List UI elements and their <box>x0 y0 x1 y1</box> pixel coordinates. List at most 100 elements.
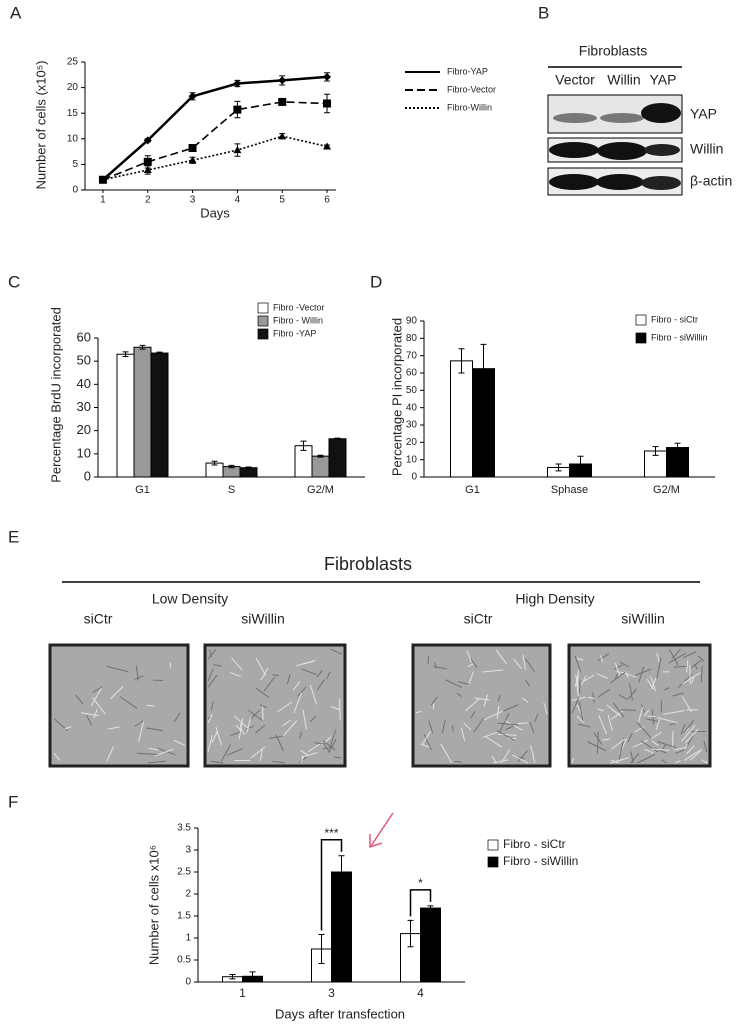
cell <box>503 719 523 731</box>
cell <box>493 759 509 764</box>
cell <box>92 686 103 693</box>
cell <box>310 715 317 722</box>
cell <box>467 663 474 668</box>
y-tick-label: 0 <box>411 472 417 483</box>
cell <box>592 692 595 703</box>
cell <box>207 668 214 682</box>
panel-label: F <box>8 792 18 811</box>
cell <box>596 732 599 754</box>
micrograph <box>567 643 712 768</box>
cell <box>576 657 584 661</box>
cell <box>106 746 114 762</box>
cell <box>445 679 463 689</box>
cell <box>689 750 701 761</box>
cell <box>597 653 610 661</box>
cell <box>685 660 689 673</box>
cell <box>250 746 266 759</box>
cell <box>174 712 181 722</box>
bar <box>450 360 473 478</box>
row-label: Willin <box>690 141 723 157</box>
x-tick-label: 3 <box>190 195 196 206</box>
y-axis-title: Percentage PI incorporated <box>389 318 404 476</box>
cell <box>301 668 317 676</box>
y-tick-label: 90 <box>406 316 418 327</box>
cell <box>663 709 685 715</box>
bar <box>116 353 135 478</box>
error-bar <box>300 440 307 451</box>
cell <box>255 657 267 676</box>
cell <box>630 752 640 764</box>
cell <box>272 760 285 764</box>
cell <box>211 730 219 743</box>
cell <box>499 712 510 732</box>
cell <box>614 662 621 677</box>
y-tick-label: 0 <box>84 468 91 483</box>
cell <box>93 708 98 719</box>
cell <box>606 704 622 717</box>
band <box>641 103 681 123</box>
cell <box>577 723 591 728</box>
y-tick-label: 25 <box>67 57 79 68</box>
cell <box>587 741 607 752</box>
y-tick-label: 3 <box>185 845 191 856</box>
cell <box>675 760 681 764</box>
marker <box>323 99 332 108</box>
panel-label: A <box>10 3 22 22</box>
cell <box>697 655 705 663</box>
cell <box>581 675 587 686</box>
cell <box>582 674 595 682</box>
cell <box>576 716 585 724</box>
cell <box>213 663 222 667</box>
cell <box>634 725 645 733</box>
cell <box>248 709 263 722</box>
cell <box>210 760 224 764</box>
cell <box>207 648 217 660</box>
cell <box>496 730 515 741</box>
bar <box>420 907 441 983</box>
error-bar <box>577 455 584 473</box>
error-bar <box>652 446 659 456</box>
y-tick-label: 40 <box>77 376 91 391</box>
y-tick-label: 20 <box>406 437 418 448</box>
error-bar <box>480 343 487 394</box>
cell <box>701 759 708 764</box>
micrograph-title: Fibroblasts <box>324 554 412 574</box>
cell <box>106 665 129 673</box>
cell <box>454 760 463 763</box>
x-tick-label: G2/M <box>653 484 680 496</box>
cell <box>286 674 291 685</box>
error-bar <box>334 437 341 440</box>
cell <box>681 696 693 713</box>
cell <box>627 688 637 700</box>
marker <box>278 97 287 106</box>
cell <box>610 759 620 764</box>
marker <box>188 156 197 164</box>
cell <box>683 651 697 659</box>
cell <box>672 692 685 697</box>
band <box>644 144 680 156</box>
cell <box>686 745 695 755</box>
legend-swatch <box>487 839 499 851</box>
cell <box>334 756 342 759</box>
cell <box>249 709 261 721</box>
cell <box>668 648 679 666</box>
y-tick-label: 50 <box>406 385 418 396</box>
cell <box>456 692 463 698</box>
cell <box>674 665 687 668</box>
cell <box>440 743 453 764</box>
cell <box>428 720 434 734</box>
error-bar <box>427 905 434 911</box>
cell <box>650 676 657 692</box>
cell <box>598 715 608 735</box>
error-bar <box>407 919 414 948</box>
error-bar <box>245 466 252 469</box>
cell <box>272 674 280 677</box>
y-tick-label: 15 <box>67 108 79 119</box>
cell <box>255 724 266 734</box>
marker <box>323 72 332 81</box>
cell <box>134 720 144 727</box>
panel-label: E <box>8 527 19 546</box>
cell <box>136 752 158 756</box>
cell <box>663 686 670 691</box>
panel-label: B <box>538 3 549 22</box>
